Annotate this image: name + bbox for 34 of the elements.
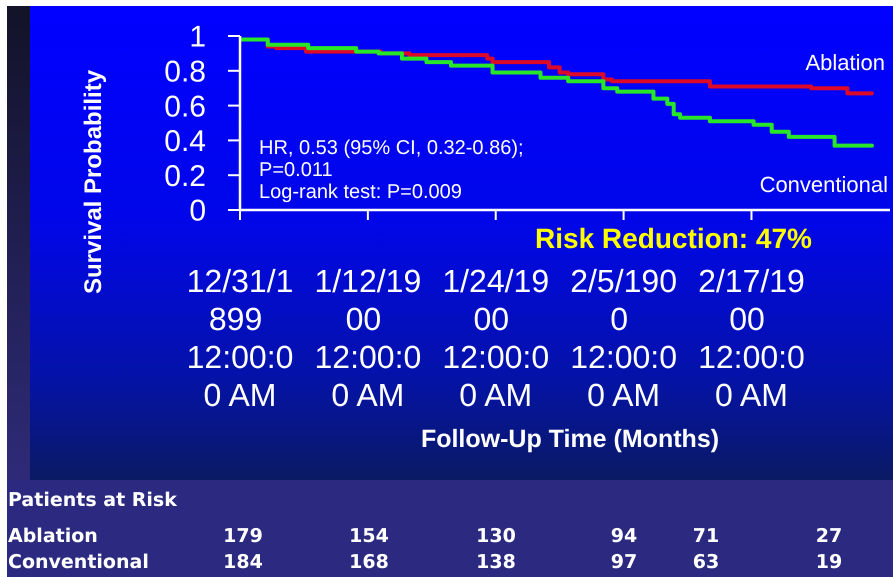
text: 71 xyxy=(692,525,720,547)
x-tick-label: 2/5/1900 12:00:00 AM xyxy=(570,263,677,413)
text: 63 xyxy=(692,551,720,573)
y-tick-label: 1 xyxy=(189,20,206,54)
y-tick-label: 0.8 xyxy=(164,55,206,88)
text: 184 xyxy=(223,551,263,573)
text: 94 xyxy=(610,525,638,547)
text: 27 xyxy=(816,525,842,547)
text: 130 xyxy=(476,525,516,547)
x-tick-label: 1/24/1900 12:00:00 AM xyxy=(442,263,550,413)
y-tick-label: 0 xyxy=(189,194,206,228)
x-tick-label: 2/17/1900 12:00:00 AM xyxy=(698,263,805,413)
x-axis-title: Follow-Up Time (Months) xyxy=(420,425,720,453)
y-tick-label: 0.4 xyxy=(164,125,206,158)
series-label: Ablation xyxy=(805,50,885,75)
text: 138 xyxy=(476,551,516,573)
text: Ablation xyxy=(8,525,98,547)
text: 154 xyxy=(349,525,389,547)
annotation: Log-rank test: P=0.009 xyxy=(259,181,462,203)
text: 97 xyxy=(610,551,638,573)
x-tick-label: 1/12/1900 12:00:00 AM xyxy=(314,263,422,413)
x-tick-label: 12/31/1899 12:00:00 AM xyxy=(186,263,294,413)
y-tick-label: 0.2 xyxy=(164,160,206,193)
y-axis-title: Survival Probability xyxy=(80,69,106,294)
text: Risk Reduction: 47% xyxy=(535,223,812,254)
text: Conventional xyxy=(8,551,149,573)
text: Patients at Risk xyxy=(8,489,178,511)
text: 168 xyxy=(349,551,389,573)
annotation: HR, 0.53 (95% CI, 0.32-0.86); xyxy=(259,137,524,159)
text: 19 xyxy=(816,551,842,573)
y-tick-label: 0.6 xyxy=(164,90,206,124)
series-label: Conventional xyxy=(760,172,888,197)
annotation: P=0.011 xyxy=(259,159,333,181)
text: 179 xyxy=(223,525,263,547)
